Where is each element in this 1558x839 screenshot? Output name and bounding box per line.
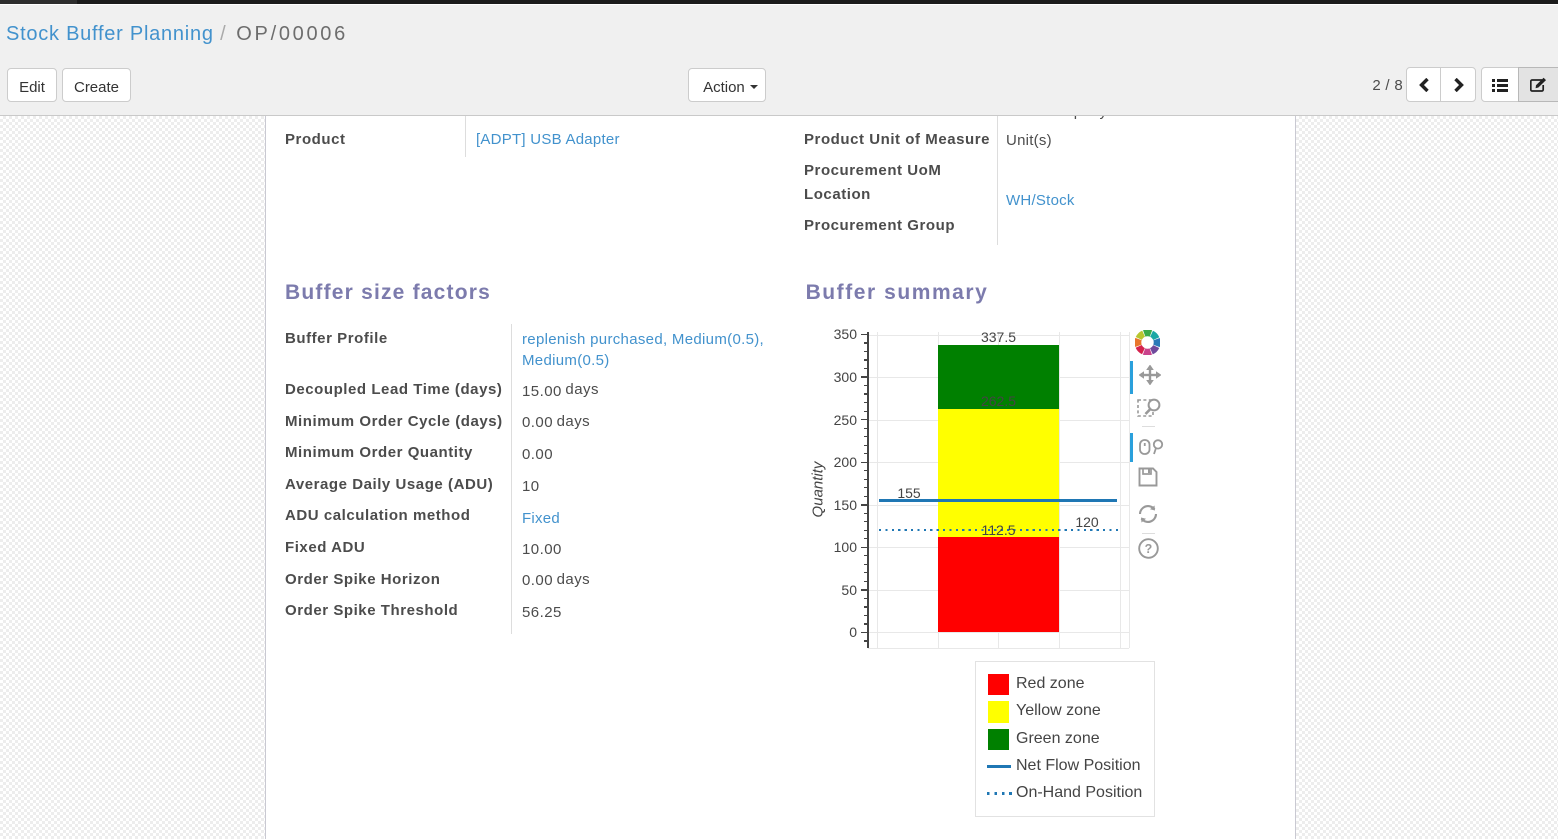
- svg-text:?: ?: [1145, 542, 1153, 556]
